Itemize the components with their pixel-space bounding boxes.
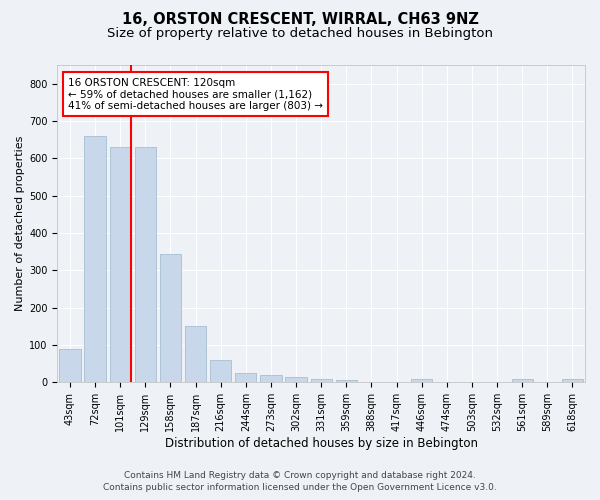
- Bar: [110, 147, 131, 382]
- Bar: [411, 380, 433, 382]
- Bar: [210, 360, 232, 382]
- Bar: [185, 326, 206, 382]
- Bar: [260, 375, 281, 382]
- Bar: [235, 373, 256, 382]
- Text: 16 ORSTON CRESCENT: 120sqm
← 59% of detached houses are smaller (1,162)
41% of s: 16 ORSTON CRESCENT: 120sqm ← 59% of deta…: [68, 78, 323, 111]
- Bar: [59, 350, 80, 382]
- Bar: [311, 378, 332, 382]
- X-axis label: Distribution of detached houses by size in Bebington: Distribution of detached houses by size …: [164, 437, 478, 450]
- Text: Contains HM Land Registry data © Crown copyright and database right 2024.
Contai: Contains HM Land Registry data © Crown c…: [103, 471, 497, 492]
- Bar: [512, 380, 533, 382]
- Text: 16, ORSTON CRESCENT, WIRRAL, CH63 9NZ: 16, ORSTON CRESCENT, WIRRAL, CH63 9NZ: [122, 12, 478, 28]
- Y-axis label: Number of detached properties: Number of detached properties: [15, 136, 25, 312]
- Bar: [134, 147, 156, 382]
- Bar: [160, 254, 181, 382]
- Bar: [562, 380, 583, 382]
- Bar: [286, 376, 307, 382]
- Bar: [85, 136, 106, 382]
- Text: Size of property relative to detached houses in Bebington: Size of property relative to detached ho…: [107, 28, 493, 40]
- Bar: [335, 380, 357, 382]
